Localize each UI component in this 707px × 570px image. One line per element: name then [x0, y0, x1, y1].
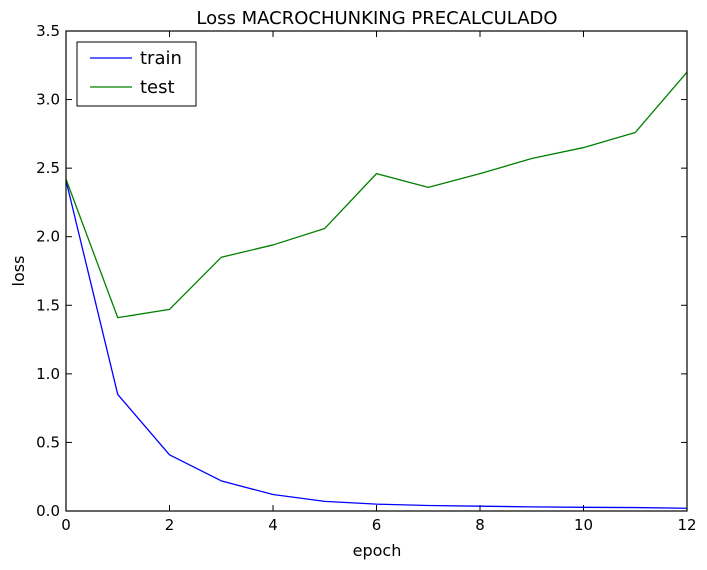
x-tick-label: 0 — [61, 516, 71, 534]
y-tick-label: 0.5 — [36, 433, 60, 451]
y-tick-label: 2.0 — [36, 228, 60, 246]
x-tick-label: 8 — [475, 516, 485, 534]
legend-label-test: test — [140, 77, 175, 98]
x-axis-label: epoch — [353, 541, 402, 560]
y-tick-label: 3.5 — [36, 22, 60, 40]
x-tick-label: 2 — [165, 516, 175, 534]
series-line-train — [65, 180, 688, 509]
legend-box — [76, 41, 197, 107]
y-tick-label: 3.0 — [36, 91, 60, 109]
legend: train test — [76, 41, 197, 107]
y-tick-label: 1.5 — [36, 296, 60, 314]
series-line-test — [65, 71, 688, 319]
series-lines — [65, 71, 688, 509]
x-tick-label: 4 — [268, 516, 278, 534]
plot-frame — [65, 30, 688, 512]
chart-title: Loss MACROCHUNKING PRECALCULADO — [196, 8, 557, 29]
y-tick-label: 2.5 — [36, 159, 60, 177]
x-tick-label: 10 — [574, 516, 593, 534]
y-axis-label: loss — [9, 256, 28, 287]
y-tick-label: 0.0 — [36, 502, 60, 520]
x-tick-label: 12 — [677, 516, 696, 534]
legend-label-train: train — [140, 48, 182, 69]
x-tick-label: 6 — [372, 516, 382, 534]
y-tick-label: 1.0 — [36, 365, 60, 383]
